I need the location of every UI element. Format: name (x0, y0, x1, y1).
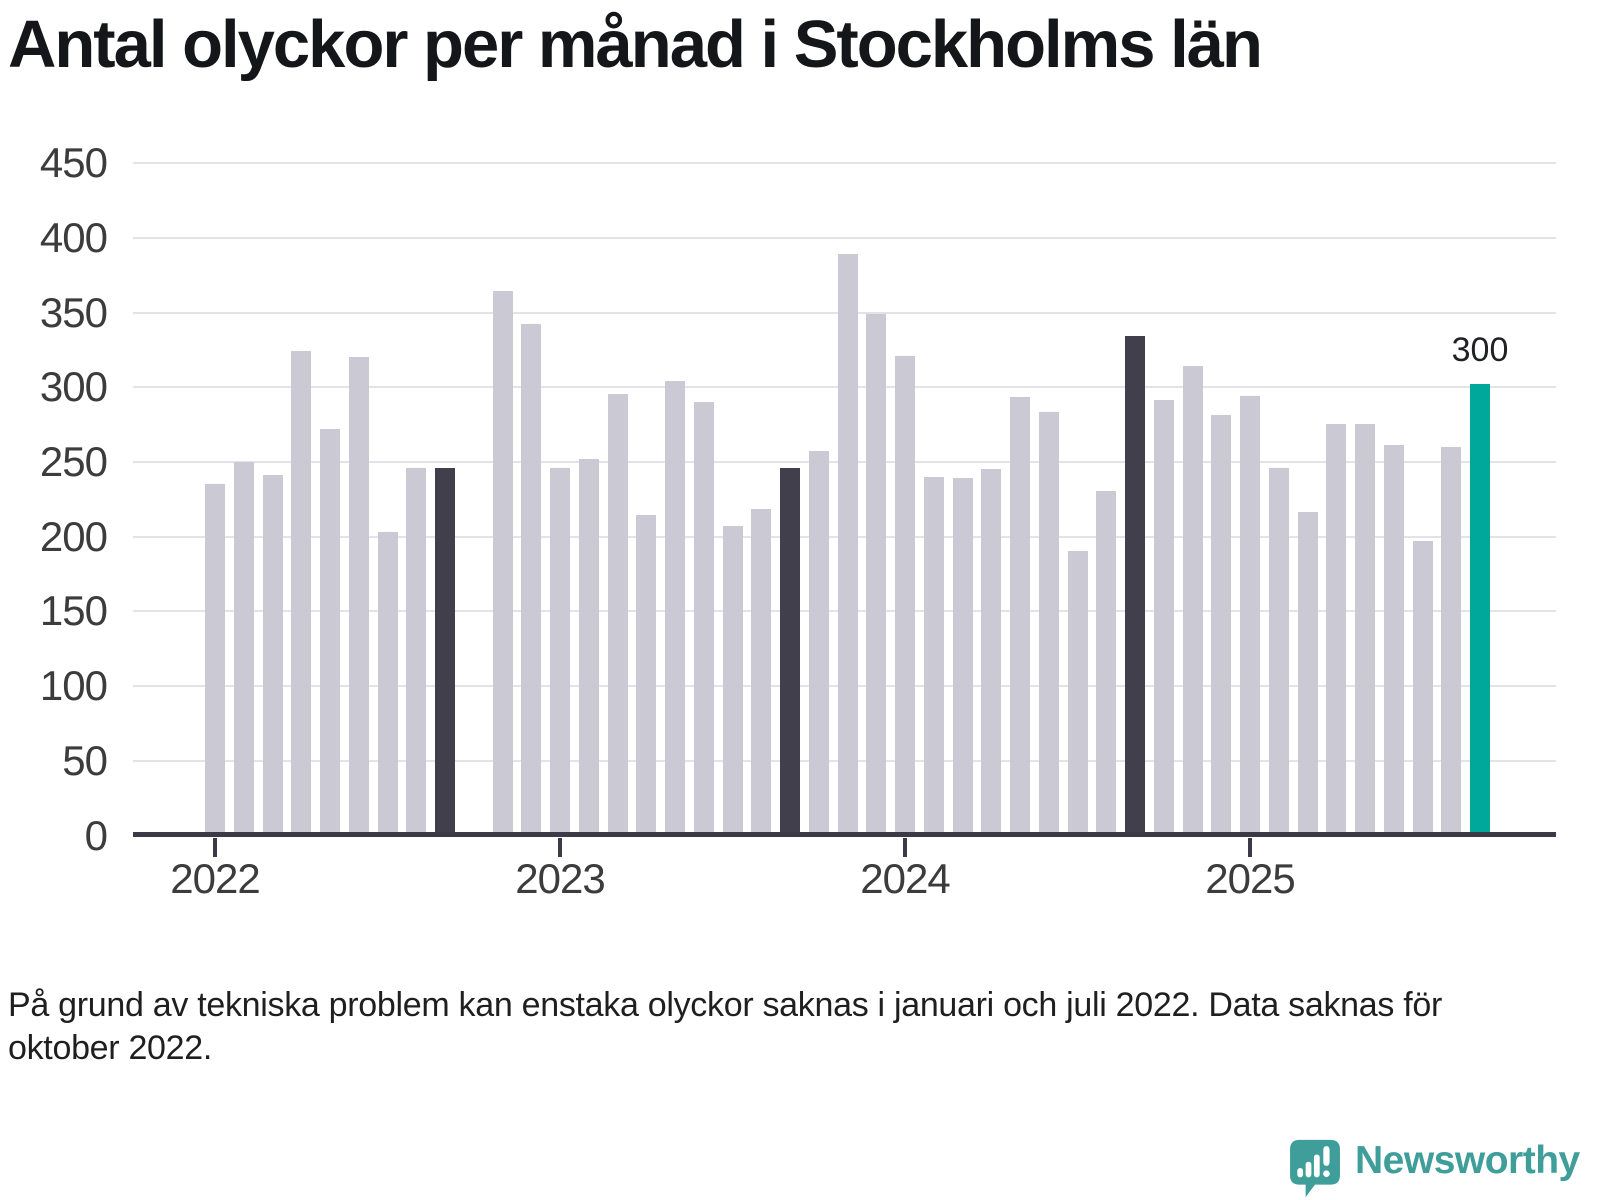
x-axis-tick-2024 (903, 838, 907, 857)
footnote-text: På grund av tekniska problem kan enstaka… (8, 986, 1442, 1067)
bar-2023-03 (607, 394, 628, 832)
bar-2025-01 (1240, 395, 1260, 832)
x-axis-label-2025: 2025 (1205, 855, 1295, 902)
x-axis-line (133, 832, 1556, 837)
bar-2022-03 (262, 475, 283, 832)
bar-2023-05 (665, 380, 685, 832)
y-axis-label-450: 450 (39, 139, 108, 187)
newsworthy-logo: Newsworthy (1289, 1138, 1580, 1200)
bar-2025-02 (1268, 467, 1289, 832)
gridline-400 (133, 237, 1556, 239)
gridline-450 (133, 162, 1556, 165)
bar-2022-08 (406, 467, 427, 832)
bar-2025-06 (1383, 445, 1404, 832)
x-axis-label-2022: 2022 (170, 855, 260, 902)
bar-2024-04 (981, 469, 1002, 832)
bar-2023-07 (722, 525, 743, 832)
bar-2024-03 (952, 478, 973, 832)
y-axis-label-50: 50 (62, 736, 108, 784)
y-axis-label-0: 0 (84, 811, 108, 859)
bar-2022-11 (492, 291, 513, 832)
newsworthy-logo-icon (1290, 1139, 1340, 1198)
bar-2025-03 (1297, 512, 1318, 832)
bar-2023-02 (578, 458, 599, 832)
bar-2022-06 (348, 357, 369, 832)
bar-2024-06 (1038, 412, 1059, 832)
bar-2025-04 (1326, 424, 1347, 832)
bar-2024-10 (1153, 400, 1174, 832)
bar-2025-07 (1412, 540, 1433, 832)
bar-2022-07 (377, 531, 398, 832)
chart-title: Antal olyckor per månad i Stockholms län (8, 7, 1263, 82)
bar-2024-08 (1096, 491, 1117, 832)
bar-2022-09 (435, 467, 455, 832)
bar-2024-09 (1125, 336, 1145, 832)
bar-2024-07 (1067, 551, 1088, 832)
newsworthy-logo-text: Newsworthy (1355, 1139, 1580, 1182)
bar-2025-08 (1441, 446, 1462, 832)
y-axis-label-250: 250 (39, 438, 108, 486)
bar-2025-05 (1355, 424, 1375, 832)
x-axis-label-2024: 2024 (860, 855, 950, 902)
bar-2024-12 (1211, 415, 1232, 832)
x-axis-label-2023: 2023 (515, 855, 605, 902)
bar-2023-12 (866, 313, 887, 832)
bar-2023-04 (636, 515, 657, 832)
bar-2024-05 (1010, 397, 1030, 832)
x-axis-tick-2022 (213, 838, 217, 857)
bar-2024-01 (895, 355, 915, 832)
y-axis-label-400: 400 (39, 214, 108, 261)
y-axis-label-200: 200 (39, 512, 108, 560)
bar-value-label: 300 (1451, 330, 1509, 369)
bar-2023-09 (780, 467, 800, 832)
bar-2022-01 (205, 484, 225, 832)
x-axis-tick-2023 (558, 838, 562, 857)
y-axis-label-150: 150 (39, 587, 108, 635)
y-axis-label-100: 100 (39, 662, 108, 710)
x-axis-tick-2025 (1248, 838, 1252, 857)
bar-2022-04 (291, 351, 312, 832)
bar-2023-11 (837, 253, 858, 832)
y-axis-label-300: 300 (39, 363, 108, 411)
bar-2022-05 (320, 428, 340, 832)
y-axis-label-350: 350 (39, 288, 108, 336)
bar-2023-01 (550, 467, 570, 832)
bar-2022-02 (233, 461, 254, 832)
bar-2022-12 (521, 324, 542, 832)
bar-2024-02 (923, 476, 944, 832)
bar-2023-10 (808, 451, 829, 832)
bar-2024-11 (1182, 366, 1203, 832)
bar-2023-08 (751, 509, 772, 832)
bar-2023-06 (693, 401, 714, 832)
bar-2025-09 (1470, 383, 1490, 832)
